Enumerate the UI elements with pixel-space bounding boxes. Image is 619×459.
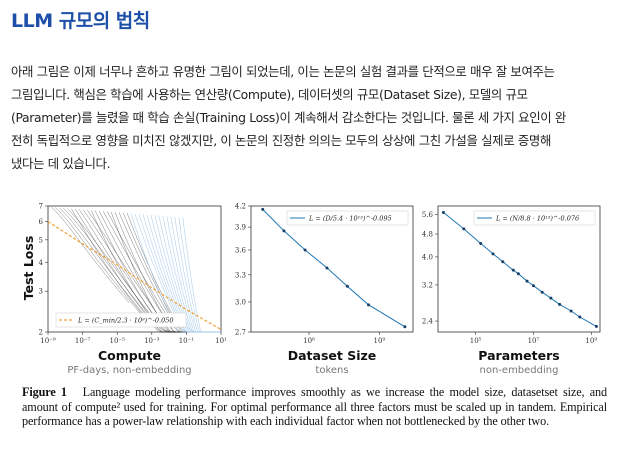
data-point — [403, 325, 407, 329]
learning-curve — [55, 207, 144, 318]
data-point — [501, 260, 505, 264]
y-tick-label: 3.0 — [235, 298, 246, 306]
data-point — [540, 290, 544, 294]
data-point — [511, 268, 515, 272]
fit-line — [47, 220, 222, 331]
caption-text: Language modeling performance improves s… — [22, 385, 607, 428]
paragraph-line: 냈다는 데 있습니다. — [11, 156, 111, 171]
data-point — [549, 296, 553, 300]
x-tick-label: 10⁻⁹ — [40, 337, 56, 345]
legend-box — [55, 312, 187, 328]
x-tick-label: 10¹ — [215, 337, 227, 345]
y-tick-label: 3.3 — [235, 271, 246, 279]
y-tick-label: 3 — [39, 288, 43, 296]
y-tick-label: 5.6 — [422, 211, 434, 219]
legend-box — [473, 210, 596, 226]
x-axis-label: Compute — [98, 348, 161, 363]
data-point — [441, 210, 445, 214]
x-tick-label: 10⁻³ — [144, 337, 160, 345]
y-axis-label: Test Loss — [21, 236, 36, 301]
y-tick-label: 4.2 — [235, 203, 246, 211]
y-tick-label: 4 — [39, 259, 44, 267]
y-tick-label: 4.0 — [422, 253, 433, 261]
data-point — [282, 229, 286, 233]
x-axis-label: Dataset Size — [288, 348, 377, 363]
y-tick-label: 7 — [39, 203, 43, 211]
paragraph-line: 전히 독립적으로 영향을 미치진 않겠지만, 이 논문의 진정한 의의는 모두의… — [11, 133, 552, 148]
data-point — [462, 227, 466, 231]
x-tick-label: 10⁻⁵ — [109, 337, 125, 345]
y-tick-label: 6 — [39, 218, 44, 226]
learning-curve — [182, 217, 221, 333]
data-point — [594, 324, 598, 328]
learning-curve — [94, 210, 184, 333]
legend-box — [286, 210, 409, 226]
figure-caption: Figure 1 Language modeling performance i… — [22, 385, 607, 429]
page-title: LLM 규모의 법칙 — [11, 10, 150, 32]
article-paragraph: 아래 그림은 이제 너무나 흔하고 유명한 그림이 되었는데, 이는 논문의 실… — [11, 60, 611, 175]
data-point — [479, 242, 483, 246]
x-tick-label: 10⁸ — [303, 337, 315, 345]
data-point — [531, 284, 535, 288]
paragraph-line: 아래 그림은 이제 너무나 흔하고 유명한 그림이 되었는데, 이는 논문의 실… — [11, 64, 555, 79]
y-tick-label: 2.4 — [422, 318, 434, 326]
learning-curve — [110, 211, 189, 333]
learning-curve — [59, 207, 159, 332]
learning-curve — [71, 208, 150, 323]
x-tick-label: 10⁵ — [470, 337, 482, 345]
plot-frame — [250, 205, 414, 333]
x-axis-sublabel: non-embedding — [480, 365, 559, 376]
x-axis-label: Parameters — [478, 348, 559, 363]
paragraph-line: (Parameter)를 늘렸을 때 학습 손실(Training Loss)이… — [11, 110, 566, 125]
legend-label: L = (N/8.8 · 10¹³)^-0.076 — [495, 215, 579, 223]
x-tick-label: 10⁹ — [374, 337, 386, 345]
data-point — [558, 302, 562, 306]
data-point — [261, 207, 265, 211]
x-axis-sublabel: PF-days, non-embedding — [67, 365, 191, 376]
y-tick-label: 2.7 — [235, 329, 246, 337]
data-point — [525, 279, 529, 283]
plot-frame — [437, 205, 601, 333]
x-tick-label: 10⁹ — [585, 337, 597, 345]
x-axis-sublabel: tokens — [315, 365, 348, 376]
data-point — [578, 315, 582, 319]
caption-label: Figure 1 — [22, 385, 67, 399]
y-tick-label: 2 — [39, 329, 43, 337]
data-point — [491, 252, 495, 256]
data-point — [367, 303, 371, 307]
learning-curve — [67, 208, 187, 333]
x-tick-label: 10⁻⁷ — [75, 337, 91, 345]
x-tick-label: 10⁷ — [528, 337, 540, 345]
y-tick-label: 3.6 — [235, 246, 247, 254]
y-tick-label: 3.9 — [235, 224, 246, 232]
y-tick-label: 4.8 — [422, 231, 433, 239]
data-point — [516, 272, 520, 276]
y-tick-label: 5 — [39, 236, 43, 244]
learning-curve — [79, 209, 178, 333]
legend-label: L = (D/5.4 · 10¹³)^-0.095 — [308, 215, 392, 223]
paragraph-line: 그림입니다. 핵심은 학습에 사용하는 연산량(Compute), 데이터셋의 … — [11, 87, 528, 102]
legend-label: L = (C_min/2.3 · 10⁸)^-0.050 — [77, 317, 173, 325]
data-point — [325, 266, 329, 270]
learning-curve — [51, 207, 130, 303]
data-point — [569, 309, 573, 313]
y-tick-label: 3.2 — [422, 281, 433, 289]
data-point — [303, 248, 307, 252]
x-tick-label: 10⁻¹ — [179, 337, 195, 345]
data-point — [345, 284, 349, 288]
